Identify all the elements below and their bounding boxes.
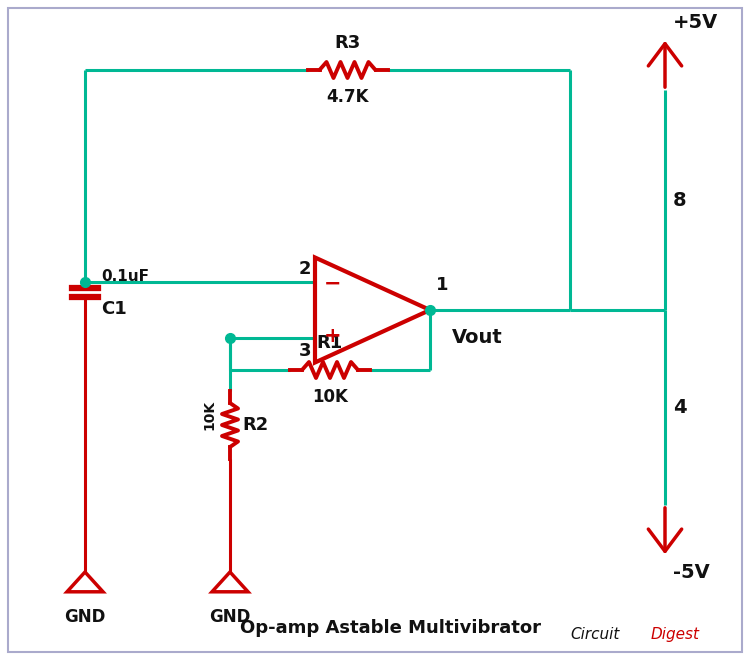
Text: 10K: 10K	[312, 388, 348, 406]
Text: 4: 4	[673, 398, 687, 417]
Text: Circuit: Circuit	[571, 627, 620, 642]
Text: 10K: 10K	[202, 400, 216, 430]
Text: 0.1uF: 0.1uF	[101, 269, 149, 284]
Text: Digest: Digest	[651, 627, 700, 642]
Text: +5V: +5V	[673, 13, 718, 32]
Text: 8: 8	[673, 191, 687, 209]
Text: GND: GND	[64, 608, 106, 626]
Text: 1: 1	[436, 276, 448, 294]
Text: C1: C1	[101, 300, 127, 318]
Text: −: −	[324, 274, 342, 294]
Text: +: +	[324, 326, 342, 347]
Text: Op-amp Astable Multivibrator: Op-amp Astable Multivibrator	[239, 619, 541, 637]
Text: R2: R2	[242, 416, 268, 434]
Text: R1: R1	[316, 334, 343, 352]
Text: -5V: -5V	[673, 564, 710, 583]
Text: 4.7K: 4.7K	[326, 88, 369, 106]
Text: Vout: Vout	[452, 328, 503, 347]
Text: 3: 3	[298, 343, 311, 360]
Text: 2: 2	[298, 259, 311, 278]
Text: R3: R3	[334, 34, 361, 52]
Text: GND: GND	[209, 608, 251, 626]
